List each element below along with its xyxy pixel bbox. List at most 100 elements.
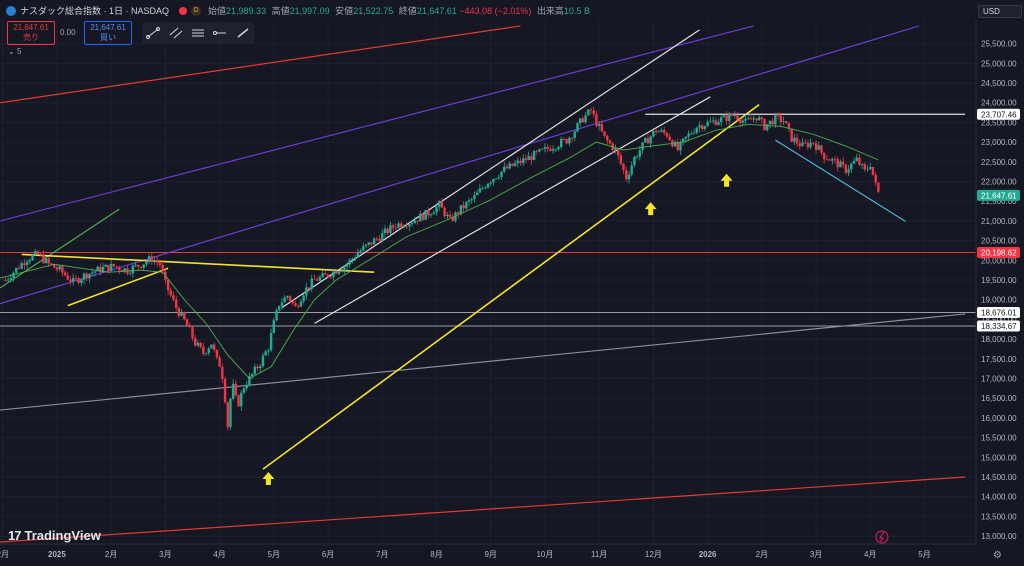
time-axis[interactable]: 2月 2025 2月 3月 4月 5月 6月 7月 8月 9月 10月 11月 12月 2026 2月 3月 4… [0, 550, 931, 559]
candle-body [188, 325, 191, 328]
candle-body [489, 182, 492, 184]
candle-body [503, 166, 506, 172]
candle-body [763, 119, 766, 131]
trend-lines[interactable] [0, 25, 966, 543]
candle-body [738, 119, 742, 123]
price-label: 21,647.61 [981, 191, 1017, 200]
candle-body [318, 276, 322, 281]
gear-icon[interactable]: ⚙ [993, 550, 1002, 561]
candle-body [212, 344, 216, 350]
lightning-icon[interactable] [875, 530, 889, 544]
candle-body [66, 275, 69, 280]
candle-body [12, 272, 15, 279]
price-label: 18,334.67 [981, 322, 1017, 331]
time-tick-label: 7月 [376, 550, 388, 559]
candle-body [383, 228, 387, 233]
candle-body [562, 139, 566, 140]
price-tick-label: 15,000.00 [981, 453, 1017, 462]
candle-body [508, 163, 511, 169]
candle-body [199, 342, 202, 347]
candle-body [421, 213, 425, 220]
candle-body [592, 110, 595, 115]
candle-body [185, 319, 189, 326]
candle-body [809, 142, 812, 148]
up-arrow-icon [262, 471, 275, 485]
candle-body [454, 212, 457, 221]
candle-body [465, 202, 468, 209]
candle-body [820, 145, 823, 153]
candle-body [668, 136, 671, 141]
market-status-icon[interactable] [179, 6, 188, 15]
candle-body [576, 123, 579, 132]
candle-body [833, 158, 837, 160]
candle-body [462, 205, 465, 209]
ohlc-values: 始値21,989.33 高値21,997.09 安値21,522.75 終値21… [208, 6, 590, 16]
candle-body [410, 223, 414, 224]
candle-body [644, 138, 647, 143]
horizontal-lines-tool-icon[interactable] [190, 26, 206, 40]
indicators-toggle[interactable]: ⌄ 5 [8, 47, 21, 56]
candle-body [608, 140, 612, 144]
candle-body [519, 160, 522, 164]
candle-body [448, 214, 452, 217]
candle-body [597, 123, 601, 126]
candle-body [391, 225, 395, 228]
candle-body [332, 271, 335, 277]
price-tick-label: 14,000.00 [981, 493, 1017, 502]
candle-body [822, 152, 826, 160]
candle-body [589, 109, 593, 111]
candle-body [419, 213, 422, 222]
symbol-title[interactable]: ナスダック総合指数 · 1日 · NASDAQ [20, 6, 170, 16]
candle-body [85, 273, 88, 279]
candle-body [524, 158, 528, 161]
candle-body [253, 366, 257, 374]
candle-body [744, 118, 747, 121]
candle-body [438, 201, 441, 207]
price-tick-label: 18,500.00 [981, 315, 1017, 324]
candle-body [218, 357, 221, 367]
sell-button[interactable]: 21,647.61 売り [7, 21, 55, 45]
candle-body [584, 115, 587, 123]
candle-body [310, 278, 313, 289]
candle-body [321, 273, 324, 277]
price-tick-label: 22,000.00 [981, 178, 1017, 187]
change-value: −443.08 (−2.01%) [459, 6, 532, 16]
interval-badge[interactable]: D [191, 5, 202, 16]
candle-body [600, 123, 604, 132]
price-tick-label: 15,500.00 [981, 434, 1017, 443]
candle-body [259, 366, 262, 369]
candle-body [497, 177, 501, 179]
trend-line-white [314, 96, 711, 324]
buy-button[interactable]: 21,647.61 買い [84, 21, 132, 45]
candle-body [516, 160, 520, 164]
candle-body [587, 109, 590, 116]
watermark-text: TradingView [24, 528, 101, 543]
candle-body [725, 115, 728, 121]
candle-body [356, 252, 360, 258]
time-tick-label: 5月 [268, 550, 280, 559]
price-tick-label: 24,500.00 [981, 79, 1017, 88]
currency-select[interactable]: USD [978, 5, 1022, 18]
candle-body [278, 305, 281, 311]
candle-body [473, 195, 476, 200]
candle-body [210, 344, 213, 349]
candle-body [665, 132, 669, 137]
pencil-tool-icon[interactable] [235, 26, 251, 40]
candle-body [814, 143, 818, 150]
candle-body [6, 279, 10, 281]
parallel-channel-tool-icon[interactable] [168, 26, 184, 40]
candle-body [231, 383, 235, 399]
candle-body [874, 174, 877, 183]
price-axis[interactable]: 25,500.00 25,000.00 24,500.00 24,000.00 23,5… [981, 40, 1017, 541]
price-tick-label: 20,500.00 [981, 237, 1017, 246]
candle-body [785, 121, 788, 124]
candle-body [370, 242, 373, 245]
trend-line-yellow [262, 104, 760, 470]
candle-body [860, 164, 864, 166]
ray-tool-icon[interactable] [212, 26, 228, 40]
candle-body [362, 246, 365, 251]
trendline-tool-icon[interactable] [145, 26, 161, 40]
time-axis-bg [0, 544, 1024, 566]
